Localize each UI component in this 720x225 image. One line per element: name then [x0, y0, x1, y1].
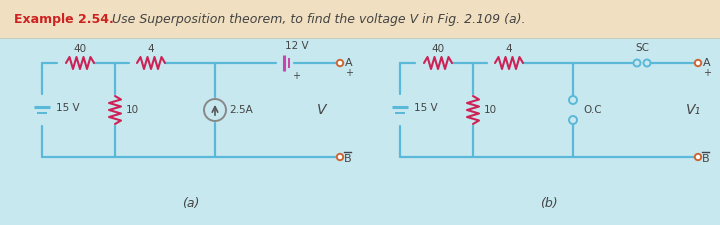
Text: 10: 10: [484, 105, 497, 115]
Text: 4: 4: [505, 44, 513, 54]
Text: 2.5A: 2.5A: [229, 105, 253, 115]
Text: 40: 40: [73, 44, 86, 54]
Text: B: B: [344, 154, 351, 164]
Text: (b): (b): [540, 196, 558, 209]
Circle shape: [644, 59, 650, 67]
Text: 10: 10: [126, 105, 139, 115]
Circle shape: [337, 154, 343, 160]
Text: (a): (a): [182, 196, 199, 209]
Text: +: +: [292, 71, 300, 81]
Text: 4: 4: [148, 44, 154, 54]
Text: +: +: [703, 68, 711, 78]
Circle shape: [695, 154, 701, 160]
Text: V₁: V₁: [685, 103, 701, 117]
Circle shape: [695, 60, 701, 66]
Circle shape: [569, 116, 577, 124]
Bar: [0, 38, 720, 225]
Text: B: B: [702, 154, 710, 164]
Bar: [0, 0, 720, 38]
Circle shape: [204, 99, 226, 121]
Text: SC: SC: [635, 43, 649, 53]
Text: A: A: [345, 58, 353, 68]
Circle shape: [634, 59, 641, 67]
Text: Use Superposition theorem, to find the voltage V in Fig. 2.109 (a).: Use Superposition theorem, to find the v…: [108, 14, 526, 27]
Text: 15 V: 15 V: [414, 103, 438, 113]
Circle shape: [569, 96, 577, 104]
Text: 12 V: 12 V: [285, 41, 309, 51]
Text: 40: 40: [431, 44, 444, 54]
Text: O.C: O.C: [583, 105, 602, 115]
Circle shape: [337, 60, 343, 66]
Text: Example 2.54.: Example 2.54.: [14, 14, 114, 27]
Text: +: +: [345, 68, 353, 78]
Text: A: A: [703, 58, 711, 68]
Text: V: V: [318, 103, 327, 117]
Text: 15 V: 15 V: [56, 103, 80, 113]
